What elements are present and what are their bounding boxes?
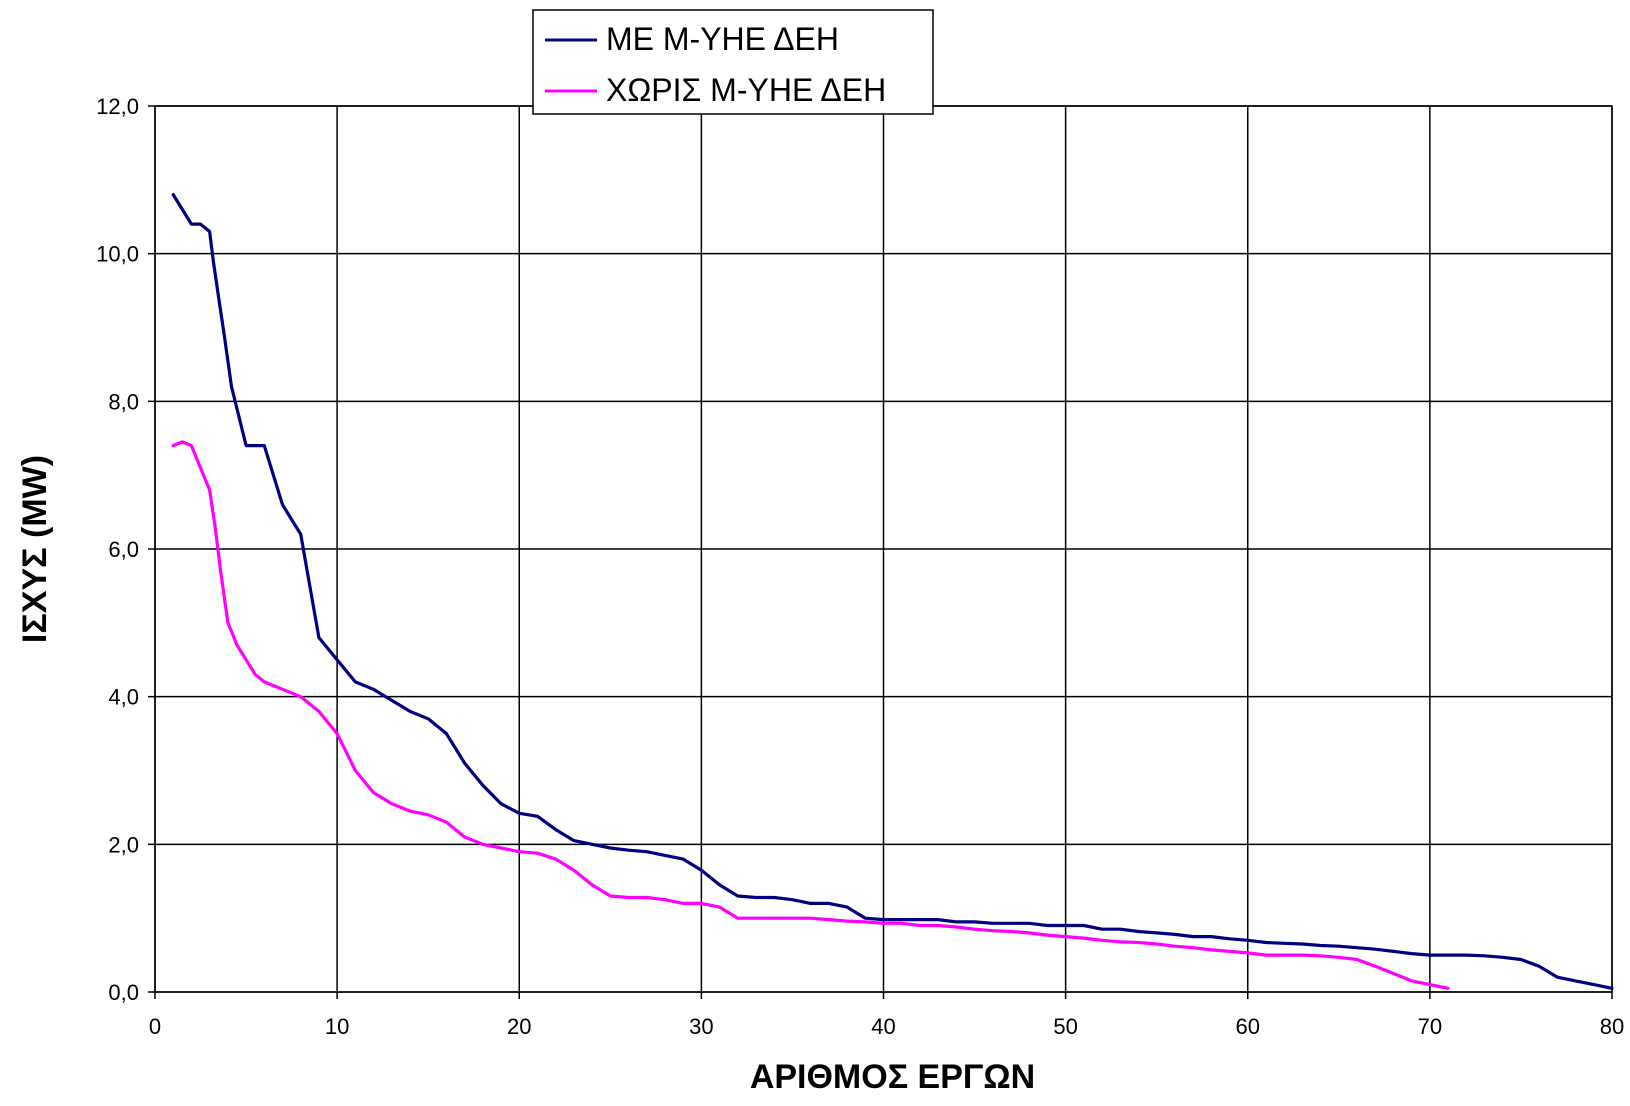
grid [154,105,1613,993]
legend-box [532,9,934,115]
x-tick-label-0: 0 [149,1014,161,1039]
legend-label-series-2: ΧΩΡΙΣ Μ-ΥΗΕ ΔΕΗ [606,72,886,108]
y-tick-label-0: 0,0 [108,980,139,1005]
series-line-1 [171,193,1614,990]
y-axis-ticks: 0,0 2,0 4,0 6,0 8,0 10,0 12,0 [96,94,155,1005]
legend: ΜΕ Μ-ΥΗΕ ΔΕΗ ΧΩΡΙΣ Μ-ΥΗΕ ΔΕΗ [532,9,934,115]
y-tick-label-1: 2,0 [108,832,139,857]
y-tick-label-4: 8,0 [108,389,139,414]
x-tick-label-8: 80 [1600,1014,1624,1039]
series-lines [171,193,1614,990]
series-line-2 [171,440,1450,990]
x-tick-label-2: 20 [507,1014,531,1039]
y-tick-label-5: 10,0 [96,242,139,267]
y-tick-label-2: 4,0 [108,685,139,710]
x-tick-label-1: 10 [325,1014,349,1039]
x-axis-ticks: 0 10 20 30 40 50 60 70 80 [149,992,1624,1039]
x-tick-label-7: 70 [1418,1014,1442,1039]
y-tick-label-6: 12,0 [96,94,139,119]
y-tick-label-3: 6,0 [108,537,139,562]
x-tick-label-6: 60 [1236,1014,1260,1039]
x-tick-label-4: 40 [871,1014,895,1039]
x-tick-label-5: 50 [1053,1014,1077,1039]
y-axis-title: ΙΣΧΥΣ (MW) [16,455,54,643]
x-tick-label-3: 30 [689,1014,713,1039]
legend-label-series-1: ΜΕ Μ-ΥΗΕ ΔΕΗ [606,21,839,57]
x-axis-title: ΑΡΙΘΜΟΣ ΕΡΓΩΝ [750,1058,1035,1096]
